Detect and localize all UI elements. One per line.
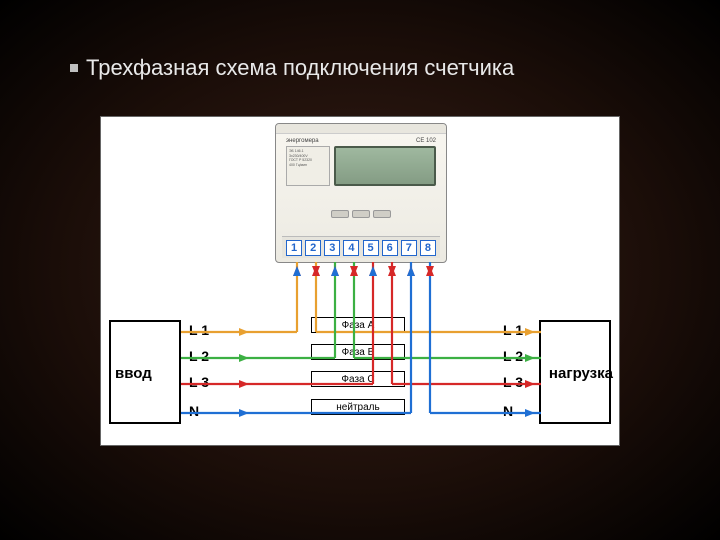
meter-lcd (334, 146, 436, 186)
terminal-strip: 1 2 3 4 5 6 7 8 (282, 236, 440, 258)
l1-out-label: L 1 (503, 322, 523, 338)
l2-in-label: L 2 (189, 348, 209, 364)
title-text: Трехфазная схема подключения счетчика (86, 55, 514, 81)
terminal-5: 5 (363, 240, 379, 256)
meter-btn (373, 210, 391, 218)
brand-right: CE 102 (416, 138, 436, 144)
n-in-label: N (189, 403, 199, 419)
meter-device: энергомера CE 102 ЭБ 146.1 3x230/400V ГО… (275, 123, 447, 263)
phase-b-box: Фаза В (311, 344, 405, 360)
l3-in-label: L 3 (189, 374, 209, 390)
brand-left: энергомера (286, 138, 319, 144)
input-label: ввод (115, 365, 152, 382)
terminal-6: 6 (382, 240, 398, 256)
phase-a-box: Фаза А (311, 317, 405, 333)
l1-in-label: L 1 (189, 322, 209, 338)
meter-body: энергомера CE 102 ЭБ 146.1 3x230/400V ГО… (276, 134, 446, 222)
slide-title: Трехфазная схема подключения счетчика (70, 55, 514, 81)
terminal-7: 7 (401, 240, 417, 256)
meter-buttons (286, 210, 436, 218)
meter-btn (331, 210, 349, 218)
terminal-3: 3 (324, 240, 340, 256)
wiring-diagram: энергомера CE 102 ЭБ 146.1 3x230/400V ГО… (100, 116, 620, 446)
meter-info-label: ЭБ 146.1 3x230/400V ГОСТ Р 52320 400 Гц/… (286, 146, 330, 186)
terminal-2: 2 (305, 240, 321, 256)
neutral-box: нейтраль (311, 399, 405, 415)
l3-out-label: L 3 (503, 374, 523, 390)
terminal-8: 8 (420, 240, 436, 256)
l2-out-label: L 2 (503, 348, 523, 364)
phase-c-box: Фаза С (311, 371, 405, 387)
meter-top (276, 124, 446, 134)
n-out-label: N (503, 403, 513, 419)
bullet-icon (70, 64, 78, 72)
output-label: нагрузка (549, 365, 613, 382)
terminal-1: 1 (286, 240, 302, 256)
meter-face: ЭБ 146.1 3x230/400V ГОСТ Р 52320 400 Гц/… (286, 146, 436, 186)
meter-btn (352, 210, 370, 218)
meter-brand: энергомера CE 102 (286, 138, 436, 144)
terminal-4: 4 (343, 240, 359, 256)
